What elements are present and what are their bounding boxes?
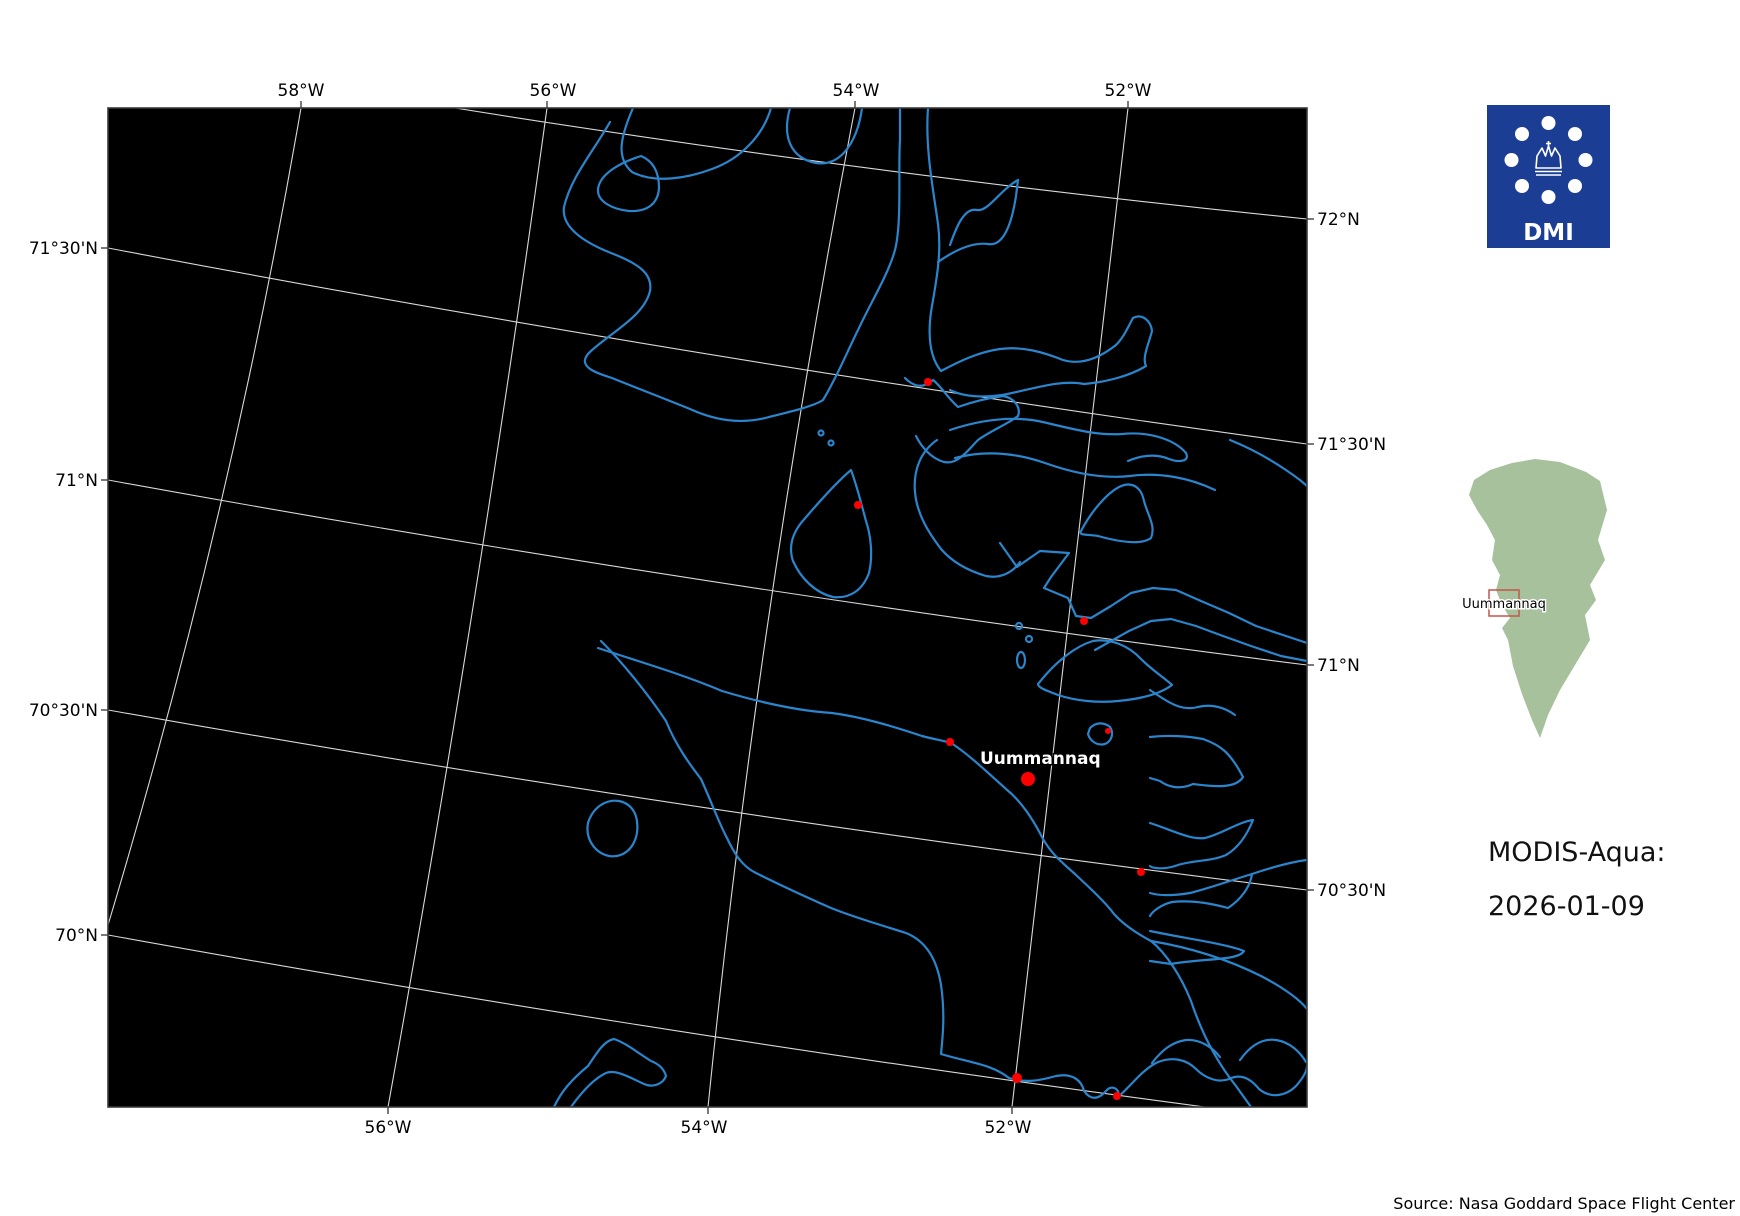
parallel-70n [108,934,1206,1107]
coast-fjord-north-1 [620,108,773,180]
coast-islet-4 [1086,722,1114,746]
coast-north-peninsula [939,315,1154,398]
settlement-dot [946,738,954,746]
coast-right-complex-f [1148,929,1246,966]
coast-fjord-bank-c [1228,438,1307,488]
coast-vaigat-squiggle-1 [1150,1038,1222,1065]
coast-islet-5 [817,429,825,437]
settlement-dot [1137,868,1145,876]
coast-svartenhuk-peninsula [562,108,902,422]
uummannaq-map-label: Uummannaq [980,749,1101,769]
settlement-dot [1080,617,1088,625]
right-axis-label-71-30n: 71°30'N [1317,435,1386,455]
meridian-54w [707,108,856,1107]
coast-vaigat-right [1116,1058,1307,1099]
bottom-axis-label-54w: 54°W [681,1118,728,1138]
coast-fjord-bank-b [953,452,1217,492]
coast-islet-1 [1014,621,1024,631]
coast-right-complex-c [1148,818,1255,870]
dmi-logo: DMI [1487,105,1610,248]
right-axis-label-72n: 72°N [1317,210,1360,230]
settlement-dots [854,378,1145,1100]
dmi-logo-text: DMI [1523,220,1574,246]
coast-inland-lake [596,154,661,213]
greenland-silhouette [1469,459,1607,738]
coast-hook-fjord-b [948,178,1020,247]
left-axis-label-70-30n: 70°30'N [29,701,98,721]
left-axis-label-70n: 70°N [55,926,98,946]
coast-fjord-arm-south [1093,617,1307,663]
coast-ubekendt-island [790,468,873,599]
parallel-71n [108,479,1307,666]
title-line2: 2026-01-09 [1488,891,1645,922]
coast-fjord-north-2 [785,108,864,165]
coast-islet-2 [1024,634,1034,644]
dmi-logo-dots-icon [1504,116,1593,204]
inset-region-label: Uummannaq [1462,597,1546,612]
coastlines [552,108,1307,1107]
coast-nuussuaq-north [596,646,1253,1107]
title-block: MODIS-Aqua: 2026-01-09 [1488,837,1665,922]
coast-hook-fjord-a [936,178,1020,264]
settlement-dot [1105,728,1111,734]
title-line1: MODIS-Aqua: [1488,837,1665,868]
right-axis-label-71n: 71°N [1317,656,1360,676]
coast-bottom-hook [552,1037,668,1107]
coast-fjord-complex-north [998,541,1307,645]
parallel-70-30n [108,709,1307,891]
right-axis-label-70-30n: 70°30'N [1317,881,1386,901]
settlement-dot [1012,1073,1022,1083]
map-panel [108,108,1307,1107]
map-border [107,107,1308,1108]
coast-islet-6 [827,439,835,447]
coast-hareoe-island [586,799,639,858]
left-axis-label-71n: 71°N [55,471,98,491]
crown-icon [1535,141,1562,176]
coast-nuussuaq-southwest [599,639,1120,1099]
settlement-dot [1113,1092,1121,1100]
coast-bay-peninsula [903,376,1020,464]
inset-region-box [1488,589,1520,617]
top-axis-label-54w: 54°W [833,81,880,101]
coast-right-complex-d [1148,858,1307,897]
axis-labels: 58°W 56°W 54°W 52°W 56°W 54°W 52°W 71°30… [29,81,1386,1138]
coast-ne-channel [926,108,943,373]
left-axis-label-71-30n: 71°30'N [29,239,98,259]
parallel-72n [454,108,1307,220]
coast-right-complex-e [1148,872,1254,918]
coast-right-complex-b [1148,734,1245,789]
axis-ticks [101,101,1314,1114]
top-axis-label-58w: 58°W [278,81,325,101]
coast-islet-3 [1015,650,1027,670]
top-axis-label-52w: 52°W [1105,81,1152,101]
settlement-dot [924,378,932,386]
meridian-58w [108,108,302,926]
coast-fjord-bank-a [948,417,1188,463]
bottom-axis-label-56w: 56°W [365,1118,412,1138]
coast-vaigat-squiggle-2 [1238,1038,1307,1064]
meridian-56w [387,108,548,1107]
parallel-71-30n [108,247,1307,445]
greenland-inset: Uummannaq [1461,459,1607,738]
coast-right-complex-a [1148,688,1237,717]
coast-nuussuaq-branch [1149,939,1307,1011]
bottom-axis-label-52w: 52°W [985,1118,1032,1138]
uummannaq-dot [1021,772,1035,786]
settlement-dot [854,501,862,509]
coast-storoen-island [1036,639,1174,703]
top-axis-label-56w: 56°W [530,81,577,101]
source-credit: Source: Nasa Goddard Space Flight Center [1393,1194,1735,1213]
coast-upernivik-west [913,438,1022,578]
coast-karrat-island [1079,483,1154,544]
